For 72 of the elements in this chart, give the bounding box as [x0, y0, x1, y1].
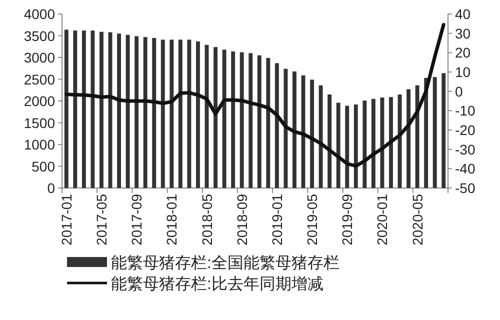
bar: [266, 58, 270, 188]
bar: [117, 34, 121, 188]
bar: [160, 40, 165, 188]
y2-tick-label: 40: [455, 6, 471, 22]
bar: [178, 40, 182, 188]
bar: [292, 71, 296, 188]
x-tick-label: 2020-01: [374, 194, 390, 246]
bar: [143, 37, 148, 188]
bar: [100, 32, 104, 188]
y2-tick-label: -20: [455, 122, 476, 138]
y2-tick-label: 30: [455, 25, 471, 42]
x-tick-label: 2018-09: [234, 194, 250, 246]
bar: [152, 38, 156, 188]
bar: [274, 63, 279, 188]
x-tick-label: 2020-05: [409, 194, 426, 246]
bar: [64, 30, 68, 188]
y2-tick-label: 20: [455, 44, 471, 61]
bar: [231, 51, 236, 188]
x-tick-label: 2017-09: [128, 194, 145, 246]
y-tick-label: 1000: [24, 136, 56, 152]
bar: [336, 102, 340, 188]
y-tick-label: 3000: [24, 50, 56, 66]
bar: [214, 47, 218, 188]
bar: [222, 50, 226, 188]
x-tick-label: 2018-05: [198, 194, 215, 246]
bar: [284, 68, 288, 188]
y2-tick-label: -10: [455, 102, 476, 119]
bar: [380, 98, 384, 188]
x-tick-label: 2019-05: [304, 194, 320, 246]
bar: [240, 52, 244, 188]
bar: [126, 34, 130, 188]
bar: [432, 77, 437, 188]
bar: [187, 40, 192, 188]
bar: [389, 97, 393, 188]
bar: [362, 100, 367, 188]
y-tick-label: 1500: [24, 114, 56, 131]
bar: [415, 85, 420, 188]
y-tick-label: 500: [32, 158, 56, 174]
bar: [248, 53, 253, 188]
y2-tick-label: -40: [455, 160, 476, 177]
x-tick-label: 2018-01: [164, 194, 180, 246]
x-tick-label: 2017-01: [58, 194, 74, 246]
bar: [170, 40, 174, 188]
bar: [442, 73, 446, 188]
y-tick-label: 0: [47, 180, 56, 196]
y-tick-label: 3500: [24, 28, 56, 44]
bar: [196, 41, 200, 188]
line-series: [64, 22, 446, 168]
y-tick-label: 2000: [24, 93, 56, 109]
bar: [90, 30, 95, 188]
y2-tick-label: -50: [455, 180, 476, 196]
x-tick-label: 2017-05: [93, 194, 110, 246]
y2-tick-label: 0: [455, 83, 463, 100]
bar: [345, 106, 350, 188]
y2-tick-label: 10: [455, 64, 471, 80]
legend-label: 能繁母猪存栏:比去年同期增减: [111, 275, 324, 293]
bar: [318, 85, 323, 188]
bar: [134, 36, 139, 188]
bar: [82, 30, 86, 188]
bar: [328, 94, 332, 188]
y2-tick-label: -30: [455, 141, 476, 158]
legend-label: 能繁母猪存栏:全国能繁母猪存栏: [111, 254, 340, 272]
bar: [310, 80, 314, 188]
y-tick-label: 4000: [24, 6, 56, 22]
x-tick-label: 2019-09: [339, 194, 356, 246]
bar: [371, 98, 376, 188]
bar: [73, 30, 78, 188]
bar: [354, 104, 358, 188]
bar: [406, 89, 410, 188]
bar: [257, 55, 262, 188]
x-tick-label: 2019-01: [268, 194, 285, 246]
y-tick-label: 2500: [24, 71, 56, 88]
